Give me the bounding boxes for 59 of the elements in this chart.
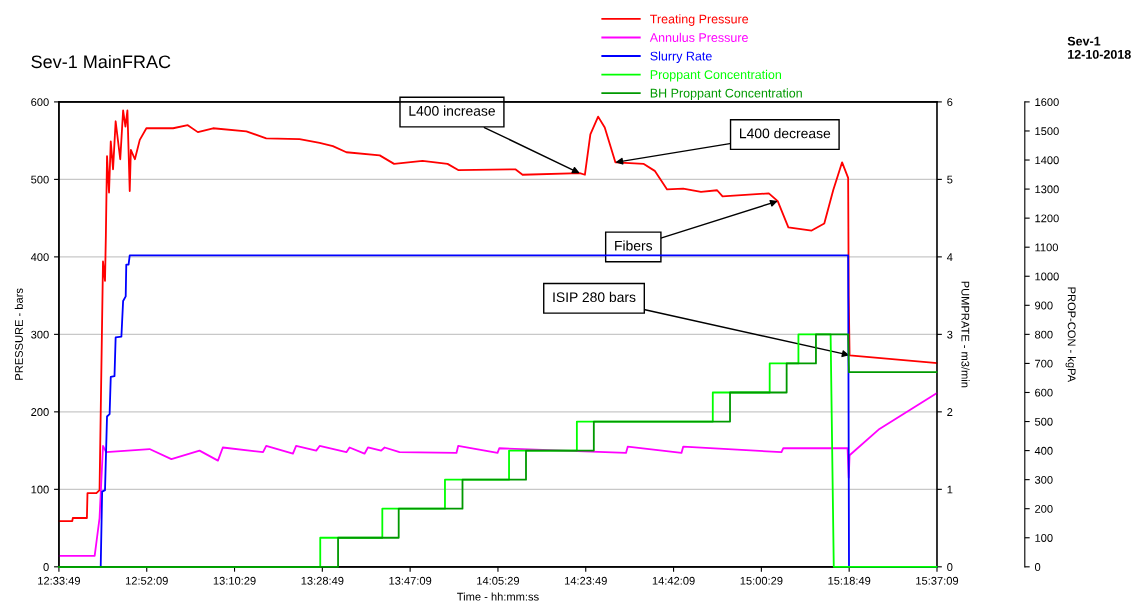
y3-tick-label: 1200 <box>1035 214 1059 223</box>
chart-title: Sev-1 MainFRAC <box>31 54 171 69</box>
y3-tick-label: 300 <box>1034 475 1053 484</box>
y3-tick-label: 700 <box>1035 359 1053 368</box>
y3-tick-label: 1500 <box>1035 127 1059 136</box>
x-tick-label: 14:23:49 <box>564 576 607 585</box>
y-tick-label: 0 <box>43 563 49 571</box>
annotation: L400 decrease <box>740 128 831 139</box>
legend-label: Treating Pressure <box>650 14 749 26</box>
text: Sev-1 <box>1067 36 1101 46</box>
x-tick-label: 15:18:49 <box>828 576 871 585</box>
x-tick-label: 14:42:09 <box>652 576 695 585</box>
y2-axis-title: PUMPRATE - m3/min <box>961 281 970 388</box>
y3-tick-label: 1000 <box>1035 272 1059 281</box>
annotation: Fibers <box>615 240 653 251</box>
text: 12-10-2018 <box>1068 49 1131 59</box>
y2-tick-label: 6 <box>947 98 953 107</box>
y-tick-label: 200 <box>31 408 49 416</box>
y2-tick-label: 3 <box>947 330 953 339</box>
y-axis-title: PRESSURE - bars <box>14 288 23 380</box>
x-axis-title: Time - hh:mm:ss <box>457 592 539 601</box>
y3-tick-label: 1600 <box>1035 98 1059 107</box>
y3-axis-title: PROP-CON - kgPA <box>1065 287 1076 383</box>
x-tick-label: 12:33:49 <box>38 576 81 585</box>
y3-tick-label: 1100 <box>1035 243 1058 252</box>
legend-label: Proppant Concentration <box>650 69 781 82</box>
x-tick-label: 13:47:09 <box>389 576 432 585</box>
x-tick-label: 13:10:29 <box>213 576 256 585</box>
y-tick-label: 500 <box>31 175 49 184</box>
y3-tick-label: 400 <box>1034 446 1053 455</box>
x-tick-label: 14:05:29 <box>477 576 520 585</box>
y3-tick-label: 200 <box>1035 504 1053 513</box>
y-tick-label: 100 <box>31 485 49 494</box>
y2-tick-label: 0 <box>947 563 953 571</box>
annotation: L400 increase <box>409 105 495 116</box>
y-tick-label: 400 <box>30 253 49 262</box>
y2-tick-label: 1 <box>947 485 953 494</box>
line-series <box>58 392 938 557</box>
y3-tick-label: 500 <box>1034 417 1053 426</box>
x-tick-label: 15:37:09 <box>916 576 959 585</box>
y3-tick-label: 100 <box>1035 534 1053 542</box>
y2-tick-label: 4 <box>946 253 953 261</box>
y3-tick-label: 1300 <box>1035 185 1059 194</box>
y3-tick-label: 0 <box>1034 563 1041 571</box>
legend-label: BH Proppant Concentration <box>650 88 802 101</box>
y3-tick-label: 900 <box>1035 301 1053 310</box>
y3-tick-label: 600 <box>1035 388 1053 397</box>
annotation: ISIP 280 bars <box>553 291 636 303</box>
y3-tick-label: 800 <box>1035 330 1053 339</box>
x-tick-label: 12:52:09 <box>125 576 168 585</box>
y3-tick-label: 1400 <box>1035 156 1059 165</box>
x-tick-label: 15:00:29 <box>740 576 783 585</box>
y-tick-label: 600 <box>31 98 49 107</box>
y2-tick-label: 2 <box>947 408 953 416</box>
x-tick-label: 13:28:49 <box>301 576 344 585</box>
legend-label: Slurry Rate <box>650 51 712 63</box>
y2-tick-label: 5 <box>947 175 953 184</box>
y-tick-label: 300 <box>31 330 49 339</box>
legend-label: Annulus Pressure <box>649 32 748 42</box>
